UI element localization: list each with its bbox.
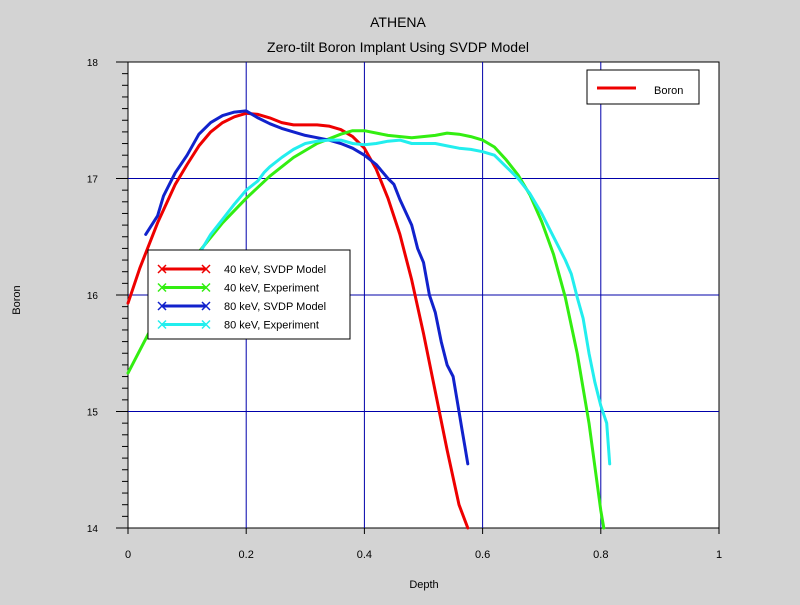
legend-marker: [201, 282, 211, 293]
legend-marker: [157, 264, 167, 274]
y-tick-label: 15: [87, 408, 99, 419]
y-tick-label: 17: [87, 175, 99, 186]
y-tick-label: 16: [87, 291, 99, 302]
x-axis-label: Depth: [409, 579, 438, 591]
series-line-1: [126, 111, 470, 530]
legend-entry: 40 keV, SVDP Model: [157, 264, 326, 276]
legend-label: 40 keV, SVDP Model: [224, 264, 326, 276]
series-legend: 40 keV, SVDP Model 40 keV, Experiment 80 k…: [147, 249, 351, 340]
grid: [128, 62, 719, 528]
legend-entry: 40 keV, Experiment: [157, 282, 319, 295]
legend-label: 40 keV, Experiment: [224, 283, 319, 295]
legend-marker: [201, 301, 211, 311]
legend-marker: [201, 319, 211, 330]
series-line-4: [185, 138, 612, 466]
legend-marker: [157, 282, 167, 293]
legend-marker: [201, 264, 211, 274]
legend-entry: 80 keV, Experiment: [157, 319, 319, 332]
top-legend: Boron: [586, 69, 700, 105]
app-title: ATHENA: [370, 14, 426, 30]
top-legend-label: Boron: [654, 85, 683, 97]
chart-title: Zero-tilt Boron Implant Using SVDP Model: [267, 39, 529, 55]
y-tick-label: 18: [87, 58, 99, 69]
axis-ticks: 0 0.2 0.4 0.6 0.8 1 14 15 16 17 18: [87, 58, 722, 561]
legend-marker: [157, 301, 167, 311]
x-tick-label: 0.2: [239, 549, 254, 561]
legend-entry: 80 keV, SVDP Model: [157, 301, 326, 313]
x-tick-label: 0.4: [357, 549, 372, 561]
x-tick-label: 0.8: [593, 549, 608, 561]
x-tick-label: 1: [716, 549, 722, 561]
x-tick-label: 0: [125, 549, 131, 561]
legend-label: 80 keV, SVDP Model: [224, 301, 326, 313]
series-line-2: [126, 129, 606, 530]
x-tick-label: 0.6: [475, 549, 490, 561]
y-tick-label: 14: [87, 524, 99, 535]
legend-label: 80 keV, Experiment: [224, 320, 319, 332]
series-group: [126, 109, 612, 530]
legend-marker: [157, 319, 167, 330]
series-line-3: [144, 109, 470, 466]
y-axis-label: Boron: [11, 285, 23, 314]
